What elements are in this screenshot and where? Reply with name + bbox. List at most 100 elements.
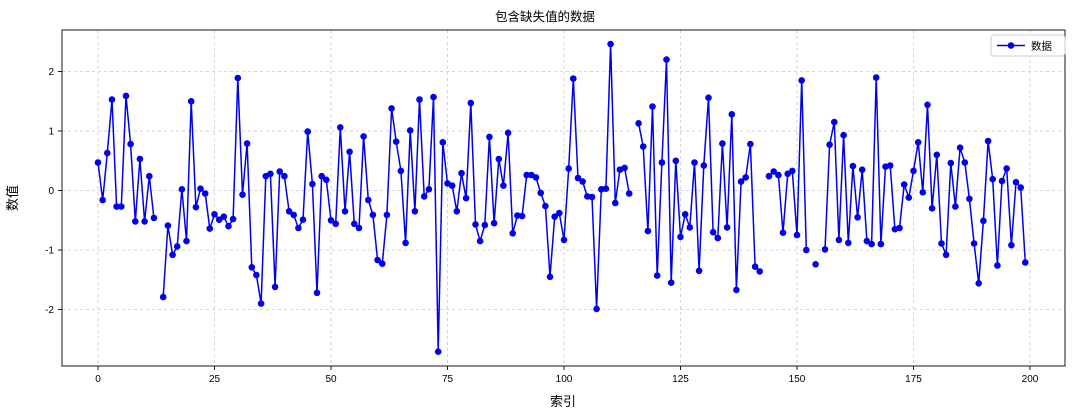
y-tick-label: -1	[45, 246, 54, 257]
data-point-marker	[803, 246, 810, 254]
data-point-marker	[472, 221, 479, 228]
data-point-marker	[304, 128, 312, 135]
data-point-marker	[751, 263, 759, 271]
data-point-marker	[481, 221, 489, 229]
data-point-marker	[821, 246, 829, 253]
data-point-marker	[192, 203, 200, 211]
data-point-marker	[1017, 184, 1024, 191]
data-point-marker	[290, 211, 298, 219]
data-point-marker	[742, 174, 749, 181]
data-point-marker	[770, 168, 777, 175]
data-point-marker	[728, 111, 736, 118]
series-line	[97, 95, 155, 223]
data-point-marker	[439, 139, 447, 146]
data-point-marker	[462, 194, 470, 202]
data-point-marker	[612, 199, 619, 207]
data-point-marker	[658, 159, 666, 166]
data-point-marker	[994, 262, 1001, 269]
data-point-marker	[425, 186, 433, 193]
data-point-marker	[285, 208, 293, 215]
data-point-marker	[406, 127, 414, 134]
data-point-marker	[621, 164, 628, 172]
data-point-marker	[896, 224, 903, 232]
data-point-marker	[775, 171, 782, 179]
data-point-marker	[542, 202, 549, 210]
data-point-marker	[318, 172, 326, 180]
data-point-marker	[169, 251, 176, 259]
data-point-marker	[663, 56, 670, 63]
data-point-marker	[961, 159, 969, 166]
data-point-marker	[379, 260, 386, 268]
data-point-marker	[201, 190, 209, 197]
data-point-marker	[211, 211, 218, 218]
gridlines	[62, 30, 1065, 366]
data-point-marker	[546, 273, 554, 281]
data-point-marker	[914, 139, 922, 146]
data-point-marker	[537, 189, 544, 197]
data-point-marker	[295, 224, 302, 232]
data-point-marker	[178, 186, 186, 193]
x-tick-label: 0	[95, 374, 101, 385]
data-point-marker	[649, 103, 656, 110]
data-point-marker	[327, 217, 335, 224]
data-point-marker	[495, 155, 503, 163]
data-point-marker	[299, 216, 307, 223]
series-line	[637, 58, 761, 291]
data-point-marker	[518, 212, 526, 220]
data-point-marker	[1003, 165, 1010, 172]
data-point-marker	[271, 283, 279, 291]
data-point-marker	[532, 174, 540, 181]
data-point-marker	[1012, 178, 1020, 186]
data-point-marker	[108, 96, 116, 103]
data-point-marker	[872, 74, 880, 81]
data-point-marker	[146, 172, 153, 180]
data-point-marker	[812, 261, 819, 268]
data-point-marker	[928, 205, 936, 212]
data-point-marker	[952, 203, 959, 210]
data-point-marker	[420, 193, 428, 200]
data-point-marker	[854, 214, 861, 221]
data-point-marker	[1008, 241, 1015, 249]
data-point-marker	[127, 140, 134, 148]
data-point-marker	[970, 240, 978, 247]
y-tick-label: -2	[45, 305, 54, 316]
y-tick-label: 2	[48, 67, 54, 78]
data-point-marker	[845, 239, 852, 247]
data-point-marker	[831, 118, 838, 126]
x-tick-label: 75	[442, 374, 454, 385]
data-point-marker	[579, 178, 586, 185]
data-point-marker	[1022, 259, 1029, 266]
data-point-marker	[980, 217, 987, 225]
data-point-marker	[281, 172, 288, 180]
data-point-marker	[369, 211, 377, 219]
data-point-marker	[588, 193, 596, 201]
legend-box	[990, 34, 1066, 57]
data-point-marker	[975, 280, 982, 287]
x-axis-label: 索引	[550, 394, 576, 409]
data-point-marker	[840, 131, 847, 139]
data-point-marker	[509, 230, 516, 237]
data-point-marker	[355, 224, 363, 232]
data-point-marker	[989, 175, 996, 183]
data-point-marker	[719, 140, 726, 147]
data-point-marker	[248, 264, 256, 271]
x-tick-label: 25	[209, 374, 221, 385]
data-point-marker	[392, 138, 400, 145]
data-point-marker	[434, 348, 442, 356]
data-point-marker	[467, 99, 475, 107]
data-point-marker	[430, 93, 437, 101]
series-line	[162, 43, 630, 353]
plot-border	[61, 29, 1066, 367]
data-point-marker	[257, 300, 265, 307]
data-point-marker	[998, 177, 1006, 185]
legend: 数据	[990, 34, 1066, 57]
data-point-marker	[560, 236, 568, 244]
data-point-marker	[104, 149, 111, 157]
data-point-marker	[351, 220, 358, 228]
data-point-marker	[397, 167, 405, 175]
data-point-marker	[346, 148, 353, 156]
data-point-marker	[863, 237, 871, 245]
data-point-marker	[411, 208, 419, 215]
data-point-marker	[374, 256, 381, 264]
